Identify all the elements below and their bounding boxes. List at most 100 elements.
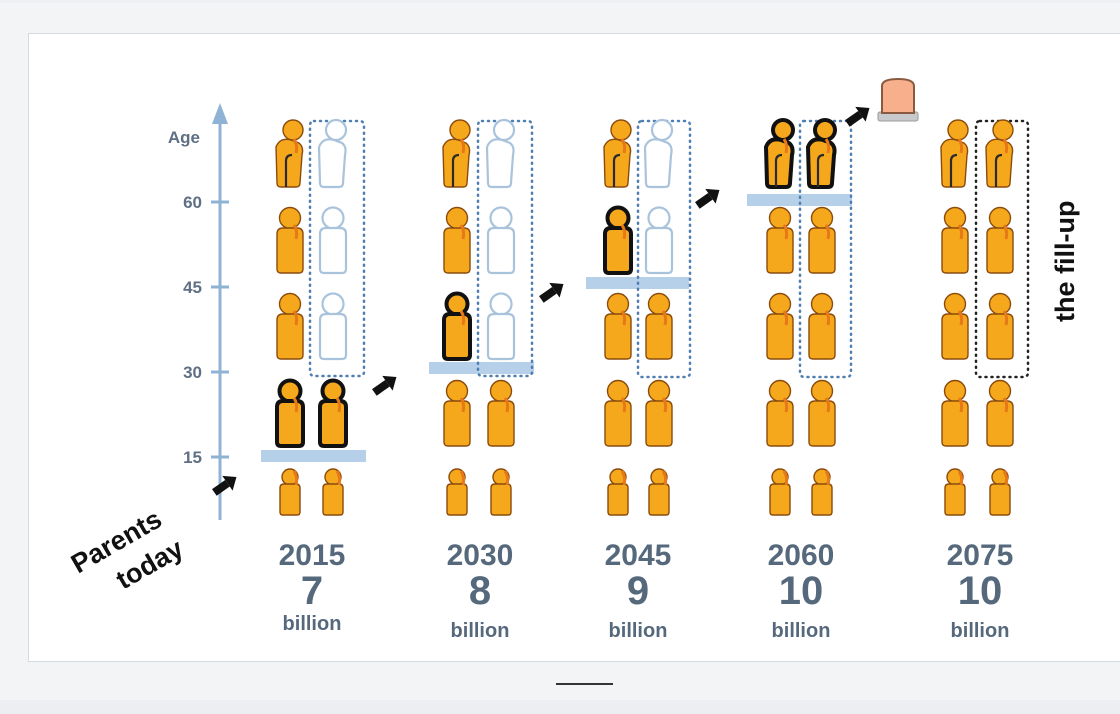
person-shade	[957, 470, 964, 486]
person-icon	[443, 206, 471, 274]
person-shade	[335, 470, 342, 486]
person-icon	[276, 292, 304, 360]
year-label: 2075	[947, 539, 1014, 572]
person-shade	[1002, 470, 1009, 486]
person-shade	[661, 310, 668, 326]
population-value: 8	[469, 569, 491, 613]
person-shade	[620, 224, 627, 240]
person-icon	[442, 119, 471, 188]
empty-person-icon	[318, 206, 348, 275]
person-icon	[808, 379, 836, 447]
person-shade	[620, 470, 627, 486]
person-icon	[766, 292, 794, 360]
drag-handle	[556, 683, 613, 685]
axis-tick-45: 45	[183, 278, 229, 297]
person-shade	[459, 224, 466, 240]
person-shade	[459, 397, 466, 413]
cane-icon	[994, 153, 1003, 187]
arrow-icon-4	[695, 188, 720, 209]
figure-frame	[28, 33, 1120, 662]
person-shade	[824, 397, 831, 413]
person-shade	[824, 470, 831, 486]
person-icon	[766, 206, 794, 274]
person-icon	[940, 119, 969, 188]
population-unit: billion	[609, 620, 668, 642]
year-label: 2030	[447, 539, 514, 572]
person-shade	[824, 138, 831, 154]
person-shade	[957, 224, 964, 240]
cane-icon	[949, 153, 958, 187]
person-icon	[985, 119, 1014, 188]
person-icon	[941, 379, 969, 447]
person-shade	[459, 138, 466, 154]
person-shade	[957, 138, 964, 154]
year-label: 2060	[768, 539, 835, 572]
person-shade	[782, 470, 789, 486]
person-icon	[986, 379, 1014, 447]
person-shade	[292, 397, 299, 413]
person-icon	[318, 378, 348, 448]
cane-icon	[612, 153, 621, 187]
person-shade	[503, 470, 510, 486]
person-shade	[620, 397, 627, 413]
person-shade	[292, 470, 299, 486]
year-label: 2015	[279, 539, 346, 572]
person-icon	[275, 378, 305, 448]
person-icon	[443, 379, 471, 447]
empty-person-icon	[318, 292, 348, 361]
person-icon	[275, 119, 304, 188]
person-shade	[335, 397, 342, 413]
bottom-bar	[0, 700, 1120, 714]
empty-person-icon	[486, 292, 516, 361]
tombstone-icon	[877, 77, 919, 122]
person-shade	[620, 310, 627, 326]
age-axis: Age 60 45 30 15	[168, 103, 229, 520]
fill-up-outline	[974, 119, 1030, 379]
person-icon	[645, 292, 673, 360]
population-unit: billion	[283, 613, 342, 635]
person-shade	[782, 138, 789, 154]
axis-tick-30: 30	[183, 363, 229, 382]
axis-tick-label: 45	[183, 278, 202, 297]
person-shade	[292, 138, 299, 154]
year-label: 2045	[605, 539, 672, 572]
cane-icon	[451, 153, 460, 187]
axis-tick-15: 15	[183, 448, 229, 467]
parents-highlight	[747, 194, 852, 206]
population-value: 10	[779, 569, 824, 613]
person-shade	[661, 470, 668, 486]
fill-up-outline	[636, 119, 692, 379]
person-icon	[604, 292, 632, 360]
population-value: 9	[627, 569, 649, 613]
person-icon	[604, 379, 632, 447]
empty-person-icon	[644, 206, 674, 275]
person-icon	[808, 292, 836, 360]
person-icon	[645, 379, 673, 447]
empty-person-icon	[643, 118, 674, 189]
person-icon	[806, 118, 837, 189]
arrow-icon-2	[372, 375, 397, 396]
person-icon	[603, 205, 633, 275]
columns-layer: 20157billion20308billion20459billion2060…	[261, 118, 1030, 642]
person-icon	[986, 292, 1014, 360]
person-icon	[764, 118, 795, 189]
person-icon	[276, 206, 304, 274]
person-shade	[957, 310, 964, 326]
population-value: 7	[301, 569, 323, 613]
empty-person-icon	[485, 118, 516, 189]
person-shade	[620, 138, 627, 154]
person-shade	[1002, 224, 1009, 240]
arrow-icon-5	[845, 106, 870, 127]
axis-title: Age	[168, 128, 200, 147]
person-icon	[442, 291, 472, 361]
person-icon	[487, 379, 515, 447]
person-shade	[459, 470, 466, 486]
person-icon	[808, 206, 836, 274]
person-shade	[782, 397, 789, 413]
person-shade	[292, 224, 299, 240]
person-shade	[1002, 397, 1009, 413]
